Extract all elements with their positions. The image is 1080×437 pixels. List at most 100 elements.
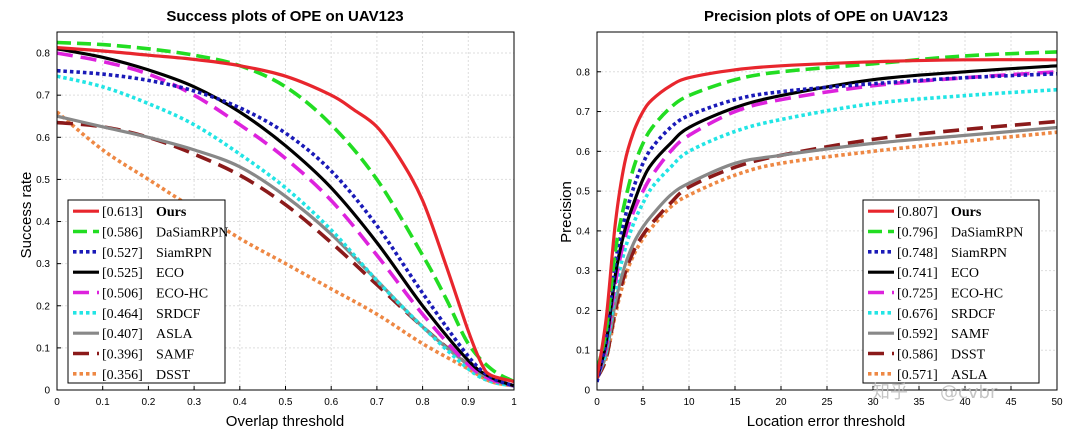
series-line-srdcf (57, 74, 514, 388)
series-line-eco (597, 64, 1057, 379)
x-tick-label: 10 (683, 397, 695, 408)
legend-label: SRDCF (951, 307, 996, 322)
series-line-dasiamrpn (57, 40, 514, 384)
series-group (57, 40, 514, 388)
y-tick-label: 0.8 (576, 67, 590, 78)
precision-plot-xlabel: Location error threshold (747, 413, 905, 430)
legend-label: SiamRPN (156, 246, 212, 261)
legend: [0.613] Ours [0.586] DaSiamRPN [0.527] SiamRP… (67, 199, 228, 384)
legend-score: [0.796] (897, 226, 938, 241)
series-line-ours (57, 46, 514, 384)
y-tick-label: 0.2 (36, 301, 50, 312)
y-tick-label: 0.4 (576, 226, 590, 237)
legend-label: ECO (951, 266, 979, 281)
x-tick-label: 0.5 (279, 397, 293, 408)
x-tick-label: 5 (640, 397, 646, 408)
legend-label: DaSiamRPN (156, 226, 228, 241)
legend-score: [0.592] (897, 327, 938, 342)
legend-label: ECO (156, 266, 184, 281)
legend-label: ECO-HC (951, 287, 1003, 302)
x-tick-label: 0.4 (233, 397, 247, 408)
series-line-samf (597, 125, 1057, 379)
legend-score: [0.725] (897, 287, 938, 302)
y-tick-label: 0.5 (576, 187, 590, 198)
y-tick-label: 0.8 (36, 49, 50, 60)
legend-label: DSST (951, 348, 986, 363)
legend-score: [0.613] (102, 205, 143, 220)
legend-label: Ours (951, 205, 982, 220)
series-group (597, 50, 1057, 383)
series-line-dasiamrpn (597, 50, 1057, 371)
legend-score: [0.748] (897, 246, 938, 261)
success-plot-panel: Success plots of OPE on UAV123 Overlap t… (18, 8, 517, 430)
series-line-siamrpn (597, 72, 1057, 383)
x-tick-label: 0.7 (370, 397, 384, 408)
x-tick-label: 0.8 (416, 397, 430, 408)
legend-score: [0.586] (897, 348, 938, 363)
legend-score: [0.356] (102, 368, 143, 383)
precision-plot-area: 0 5 10 15 20 25 30 35 40 45 50 0 0.1 0.2 0.3 0.4 0.5 0.6 0… (576, 31, 1063, 408)
legend-score: [0.506] (102, 287, 143, 302)
legend-score: [0.676] (897, 307, 938, 322)
x-tick-label: 0.9 (461, 397, 475, 408)
x-tick-label: 0 (54, 397, 60, 408)
legend-score: [0.525] (102, 266, 143, 281)
y-tick-label: 0.6 (576, 147, 590, 158)
series-line-dsst (597, 119, 1057, 379)
x-tick-label: 0.2 (141, 397, 155, 408)
y-tick-label: 0.5 (36, 175, 50, 186)
x-tick-label: 30 (867, 397, 879, 408)
watermark-text-handle: @cvbr (940, 382, 998, 403)
precision-plot-ylabel: Precision (558, 181, 575, 243)
y-tick-label: 0.3 (36, 259, 50, 270)
success-plot-area: 0 0.1 0.2 0.3 0.4 0.5 0.6 0.7 0.8 0.9 1 0 0.1 0.2 0.3 0… (36, 31, 517, 408)
legend-label: SAMF (156, 348, 194, 363)
y-tick-label: 0 (584, 386, 590, 397)
legend: [0.807] Ours [0.796] DaSiamRPN [0.748] SiamRP… (862, 199, 1040, 384)
x-tick-label: 45 (1005, 397, 1017, 408)
x-tick-label: 1 (511, 397, 517, 408)
x-tick-label: 0.1 (96, 397, 110, 408)
success-plot-title: Success plots of OPE on UAV123 (166, 8, 403, 25)
legend-label: DaSiamRPN (951, 226, 1023, 241)
y-tick-label: 0.3 (576, 266, 590, 277)
legend-label: Ours (156, 205, 187, 220)
y-tick-label: 0.1 (36, 343, 50, 354)
x-tick-label: 35 (913, 397, 925, 408)
axes-frame (56, 31, 515, 391)
success-plot-ylabel: Success rate (18, 172, 35, 259)
legend-score: [0.396] (102, 348, 143, 363)
legend-label: ASLA (951, 368, 988, 383)
legend-score: [0.741] (897, 266, 938, 281)
y-tick-label: 0.7 (36, 91, 50, 102)
legend-label: SiamRPN (951, 246, 1007, 261)
legend-score: [0.464] (102, 307, 143, 322)
series-line-eco (57, 47, 514, 388)
y-tick-label: 0.2 (576, 306, 590, 317)
series-line-ours (597, 58, 1057, 379)
legend-score: [0.407] (102, 327, 143, 342)
x-tick-label: 25 (821, 397, 833, 408)
x-tick-label: 20 (775, 397, 787, 408)
precision-plot-title: Precision plots of OPE on UAV123 (704, 8, 948, 25)
watermark: 知乎 @cvbr (872, 382, 998, 403)
x-tick-label: 15 (729, 397, 741, 408)
x-tick-label: 0.6 (324, 397, 338, 408)
x-tick-label: 50 (1051, 397, 1063, 408)
series-line-eco-hc (57, 51, 514, 388)
legend-label: DSST (156, 368, 191, 383)
legend-score: [0.807] (897, 205, 938, 220)
y-tick-label: 0.6 (36, 133, 50, 144)
legend-score: [0.586] (102, 226, 143, 241)
legend-label: ECO-HC (156, 287, 208, 302)
y-tick-label: 0.7 (576, 107, 590, 118)
series-line-dsst (57, 110, 514, 388)
success-plot-xlabel: Overlap threshold (226, 413, 344, 430)
legend-score: [0.527] (102, 246, 143, 261)
x-tick-label: 40 (959, 397, 971, 408)
y-tick-label: 0 (44, 386, 50, 397)
axes-frame (596, 31, 1058, 391)
precision-plot-panel: Precision plots of OPE on UAV123 Locatio… (558, 8, 1063, 430)
series-line-siamrpn (57, 68, 514, 388)
